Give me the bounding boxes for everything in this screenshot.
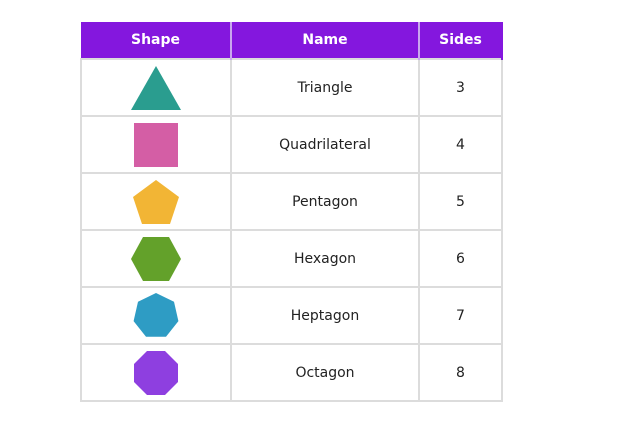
shape-cell: [80, 115, 232, 174]
header-row: Shape Name Sides: [81, 22, 503, 59]
header-cell: Name: [231, 22, 420, 59]
name-cell: Hexagon: [230, 229, 420, 288]
hexagon-icon: [131, 236, 181, 281]
sides-cell: 6: [418, 229, 503, 288]
square-icon: [134, 122, 178, 167]
sides-cell: 3: [418, 58, 503, 117]
row: Triangle 3: [80, 58, 503, 117]
shape-cell: [80, 343, 232, 402]
row: Octagon 8: [80, 343, 503, 402]
row: Hexagon 6: [80, 229, 503, 288]
row: Pentagon 5: [80, 172, 503, 231]
header-cell: Shape: [81, 22, 232, 59]
pentagon-icon: [133, 179, 179, 224]
sides-cell: 7: [418, 286, 503, 345]
heptagon-icon: [133, 292, 179, 337]
name-cell: Quadrilateral: [230, 115, 420, 174]
shape-cell: [80, 58, 232, 117]
name-cell: Octagon: [230, 343, 420, 402]
row: Quadrilateral 4: [80, 115, 503, 174]
name-cell: Pentagon: [230, 172, 420, 231]
header-cell: Sides: [419, 22, 503, 59]
triangle-icon: [131, 65, 181, 110]
sides-cell: 5: [418, 172, 503, 231]
name-cell: Triangle: [230, 58, 420, 117]
octagon-icon: [134, 350, 178, 395]
shapes-table: Shape Name Sides Triangle 3 Quadrilatera…: [80, 22, 503, 402]
shape-cell: [80, 172, 232, 231]
name-cell: Heptagon: [230, 286, 420, 345]
row: Heptagon 7: [80, 286, 503, 345]
shape-cell: [80, 286, 232, 345]
shape-cell: [80, 229, 232, 288]
sides-cell: 4: [418, 115, 503, 174]
sides-cell: 8: [418, 343, 503, 402]
